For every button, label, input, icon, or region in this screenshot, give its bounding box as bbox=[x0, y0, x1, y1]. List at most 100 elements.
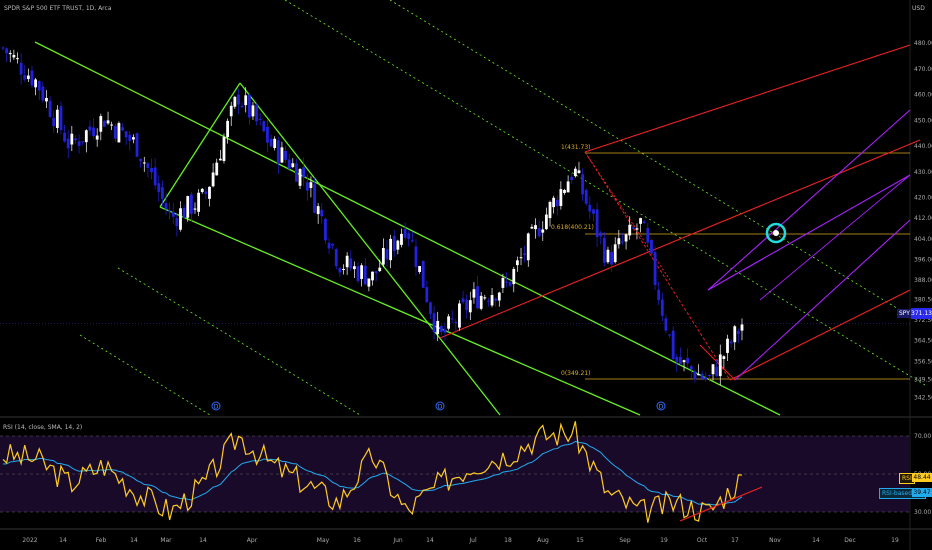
price-tick-label: 380.50 bbox=[914, 296, 932, 303]
time-tick-label: Nov bbox=[769, 537, 781, 544]
candle-body bbox=[497, 292, 501, 301]
candle-body bbox=[472, 289, 476, 298]
candle-body bbox=[255, 104, 258, 122]
price-tick-label: 420.00 bbox=[914, 195, 932, 202]
candle-body bbox=[92, 127, 95, 137]
candle-body bbox=[584, 190, 588, 204]
candle-body bbox=[715, 366, 719, 377]
candle-body bbox=[479, 295, 483, 309]
rsi-ma-badge-label: RSI-based MA bbox=[882, 490, 924, 497]
candle-body bbox=[45, 97, 48, 102]
candle-body bbox=[309, 182, 313, 188]
candle-body bbox=[320, 209, 324, 217]
candle-body bbox=[541, 229, 545, 233]
candle-body bbox=[487, 300, 490, 302]
rsi-ma-value: 39.47 bbox=[913, 489, 931, 496]
time-tick-label: 14 bbox=[812, 537, 820, 544]
candle-body bbox=[631, 227, 635, 229]
candle-body bbox=[675, 356, 679, 362]
candle-body bbox=[12, 54, 16, 58]
rsi-badge-label: RSI bbox=[902, 475, 912, 482]
candle-body bbox=[77, 141, 81, 146]
candle-body bbox=[189, 194, 193, 214]
candle-body bbox=[613, 244, 617, 263]
candle-body bbox=[736, 331, 740, 334]
rsi-band bbox=[0, 436, 910, 512]
candle-body bbox=[516, 260, 519, 266]
inner-fork-lower bbox=[734, 219, 911, 381]
candle-body bbox=[679, 356, 682, 364]
rsi-ma-value-badge: 39.47 bbox=[912, 488, 932, 497]
chart-title: SPDR S&P 500 ETF TRUST, 1D, Arca bbox=[4, 5, 112, 12]
candle-body bbox=[276, 140, 280, 164]
candle-body bbox=[30, 70, 34, 86]
channel-lower-dash-2 bbox=[79, 334, 211, 416]
candle-body bbox=[204, 191, 208, 194]
time-tick-label: Dec bbox=[844, 537, 856, 544]
candle-body bbox=[418, 266, 421, 273]
candle-body bbox=[570, 176, 574, 181]
candle-body bbox=[8, 53, 12, 55]
candle-body bbox=[628, 224, 632, 236]
candle-body bbox=[291, 163, 295, 168]
candle-body bbox=[425, 287, 429, 303]
candle-body bbox=[103, 120, 106, 127]
candle-body bbox=[530, 226, 534, 229]
candle-body bbox=[447, 316, 450, 329]
candle-body bbox=[432, 313, 436, 333]
candle-body bbox=[624, 234, 628, 242]
price-tick-label: 430.00 bbox=[914, 169, 932, 176]
candle-body bbox=[113, 126, 117, 139]
time-tick-label: 15 bbox=[576, 537, 584, 544]
candle-body bbox=[298, 169, 302, 186]
candle-body bbox=[555, 199, 559, 207]
candle-body bbox=[722, 356, 726, 359]
candle-body bbox=[686, 357, 690, 364]
pitchfork-upper bbox=[584, 44, 911, 153]
candle-body bbox=[396, 240, 400, 250]
candle-body bbox=[592, 209, 595, 214]
candle-body bbox=[244, 95, 248, 106]
candle-body bbox=[266, 126, 269, 143]
candle-body bbox=[494, 298, 498, 301]
time-tick-label: Apr bbox=[247, 537, 258, 544]
candle-body bbox=[544, 214, 548, 230]
candle-body bbox=[327, 242, 331, 249]
channel-upper bbox=[34, 41, 781, 416]
candle-body bbox=[258, 118, 262, 120]
time-tick-label: 16 bbox=[353, 537, 361, 544]
candle-body bbox=[458, 303, 461, 328]
candle-body bbox=[95, 135, 99, 140]
candle-body bbox=[468, 300, 472, 313]
candle-body bbox=[414, 246, 418, 267]
candle-body bbox=[70, 133, 74, 145]
price-tick-label: 460.00 bbox=[914, 92, 932, 99]
candle-body bbox=[211, 172, 215, 187]
rsi-line bbox=[2, 421, 743, 523]
price-tick-label: 470.00 bbox=[914, 66, 932, 73]
candle-body bbox=[128, 134, 132, 141]
candle-body bbox=[443, 329, 447, 333]
candle-body bbox=[650, 240, 653, 254]
candle-body bbox=[559, 189, 563, 206]
candle-body bbox=[262, 121, 266, 132]
price-tick-label: 440.00 bbox=[914, 143, 932, 150]
candle-body bbox=[621, 241, 624, 243]
inner-fork-mid bbox=[707, 174, 911, 291]
price-tick-label: 480.00 bbox=[914, 40, 932, 47]
candle-body bbox=[595, 209, 599, 237]
candle-body bbox=[548, 201, 552, 219]
candle-body bbox=[436, 320, 440, 335]
candle-body bbox=[429, 302, 432, 314]
candle-body bbox=[385, 249, 389, 260]
pitchfork-lower bbox=[729, 289, 911, 381]
candle-body bbox=[157, 183, 161, 193]
candle-body bbox=[740, 324, 744, 331]
candle-body bbox=[508, 282, 512, 286]
candle-body bbox=[142, 162, 146, 164]
candle-body bbox=[505, 281, 508, 283]
price-tick-label: 388.00 bbox=[914, 277, 932, 284]
price-tick-label: 349.50 bbox=[914, 376, 932, 383]
candle-body bbox=[164, 203, 168, 210]
